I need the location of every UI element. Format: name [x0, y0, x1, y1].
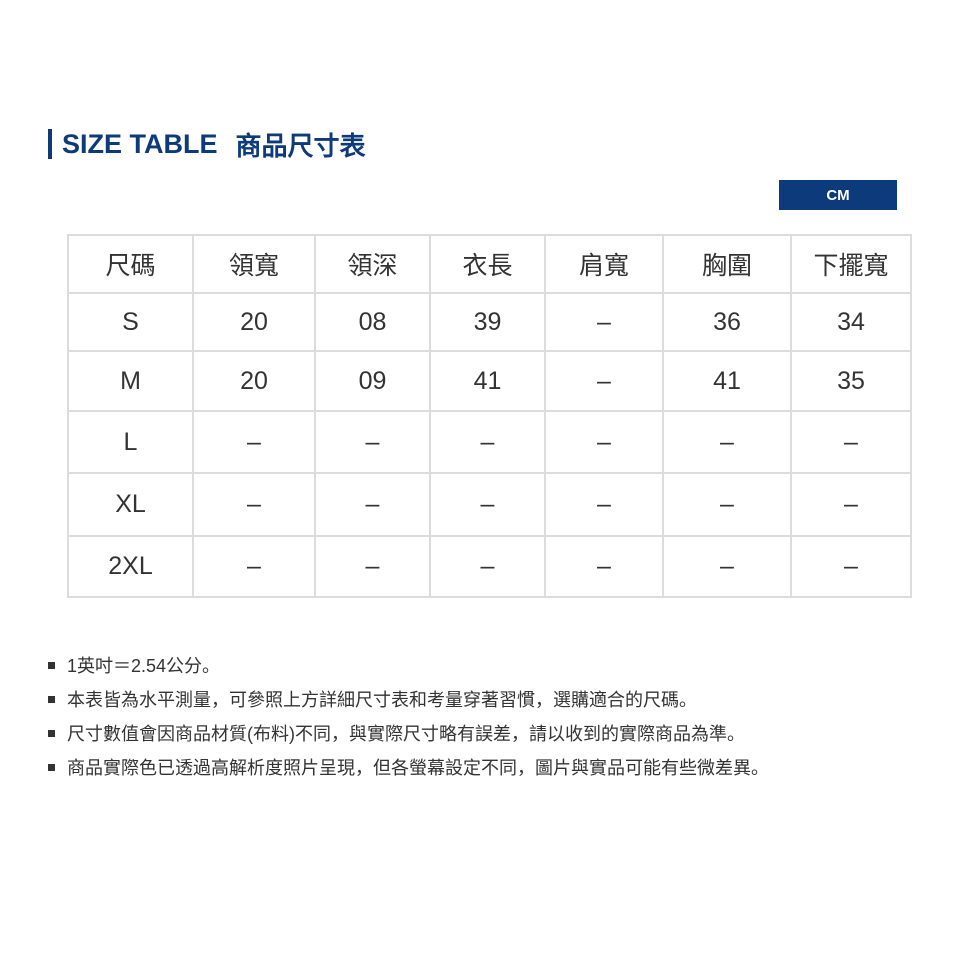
- note-item: 商品實際色已透過高解析度照片呈現，但各螢幕設定不同，圖片與實品可能有些微差異。: [48, 750, 769, 784]
- title-accent-bar: [48, 129, 52, 159]
- header-cell: 下擺寬: [790, 234, 912, 294]
- table-cell: XL: [67, 472, 194, 537]
- table-cell: –: [790, 535, 912, 598]
- notes-list: 1英吋＝2.54公分。本表皆為水平測量，可參照上方詳細尺寸表和考量穿著習慣，選購…: [48, 648, 769, 784]
- note-item: 1英吋＝2.54公分。: [48, 648, 769, 682]
- bullet-icon: [48, 661, 55, 669]
- table-header-row: 尺碼 領寬 領深 衣長 肩寬 胸圍 下擺寬: [67, 234, 912, 294]
- table-cell: 41: [429, 350, 546, 412]
- note-text: 商品實際色已透過高解析度照片呈現，但各螢幕設定不同，圖片與實品可能有些微差異。: [67, 758, 769, 778]
- table-cell: –: [314, 472, 431, 537]
- header-cell: 尺碼: [67, 234, 194, 294]
- note-text: 1英吋＝2.54公分。: [67, 656, 221, 676]
- table-cell: 34: [790, 292, 912, 352]
- table-cell: 35: [790, 350, 912, 412]
- table-cell: M: [67, 350, 194, 412]
- table-cell: –: [544, 410, 664, 474]
- table-cell: 2XL: [67, 535, 194, 598]
- size-table: 尺碼 領寬 領深 衣長 肩寬 胸圍 下擺寬 S 20 08 39–36 34 M 20 09 41–41 35 L…: [67, 234, 912, 598]
- table-cell: –: [790, 472, 912, 537]
- table-cell: –: [192, 535, 316, 598]
- table-cell: –: [314, 410, 431, 474]
- title-english: SIZE TABLE: [62, 128, 218, 159]
- bullet-icon: [48, 729, 55, 737]
- table-cell: –: [544, 472, 664, 537]
- table-cell: 08: [314, 292, 431, 352]
- header-cell: 領寬: [192, 234, 316, 294]
- table-cell: –: [429, 410, 546, 474]
- page-title: SIZE TABLE 商品尺寸表: [48, 128, 366, 161]
- table-cell: 20: [192, 350, 316, 412]
- table-cell: –: [544, 535, 664, 598]
- table-cell: –: [544, 292, 664, 352]
- table-cell: 41: [662, 350, 792, 412]
- note-item: 尺寸數值會因商品材質(布料)不同，與實際尺寸略有誤差，請以收到的實際商品為準。: [48, 716, 769, 750]
- note-text: 尺寸數值會因商品材質(布料)不同，與實際尺寸略有誤差，請以收到的實際商品為準。: [67, 724, 745, 744]
- table-cell: –: [314, 535, 431, 598]
- header-cell: 領深: [314, 234, 431, 294]
- table-row: S 20 08 39–36 34: [67, 292, 912, 352]
- header-cell: 衣長: [429, 234, 546, 294]
- note-item: 本表皆為水平測量，可參照上方詳細尺寸表和考量穿著習慣，選購適合的尺碼。: [48, 682, 769, 716]
- note-text: 本表皆為水平測量，可參照上方詳細尺寸表和考量穿著習慣，選購適合的尺碼。: [67, 690, 697, 710]
- table-cell: 39: [429, 292, 546, 352]
- table-cell: –: [662, 410, 792, 474]
- table-cell: –: [192, 410, 316, 474]
- table-row: XL – – – – – –: [67, 472, 912, 537]
- table-cell: S: [67, 292, 194, 352]
- table-cell: 20: [192, 292, 316, 352]
- bullet-icon: [48, 763, 55, 771]
- table-cell: 09: [314, 350, 431, 412]
- bullet-icon: [48, 695, 55, 703]
- table-cell: –: [662, 472, 792, 537]
- table-cell: –: [192, 472, 316, 537]
- table-cell: 36: [662, 292, 792, 352]
- table-cell: –: [790, 410, 912, 474]
- table-cell: –: [544, 350, 664, 412]
- table-cell: –: [429, 472, 546, 537]
- table-cell: –: [662, 535, 792, 598]
- table-cell: L: [67, 410, 194, 474]
- table-cell: –: [429, 535, 546, 598]
- header-cell: 胸圍: [662, 234, 792, 294]
- table-row: L – – – – – –: [67, 410, 912, 474]
- unit-badge: CM: [779, 180, 897, 210]
- table-row: 2XL – – – – – –: [67, 535, 912, 598]
- header-cell: 肩寬: [544, 234, 664, 294]
- title-chinese: 商品尺寸表: [235, 130, 366, 161]
- table-row: M 20 09 41–41 35: [67, 350, 912, 412]
